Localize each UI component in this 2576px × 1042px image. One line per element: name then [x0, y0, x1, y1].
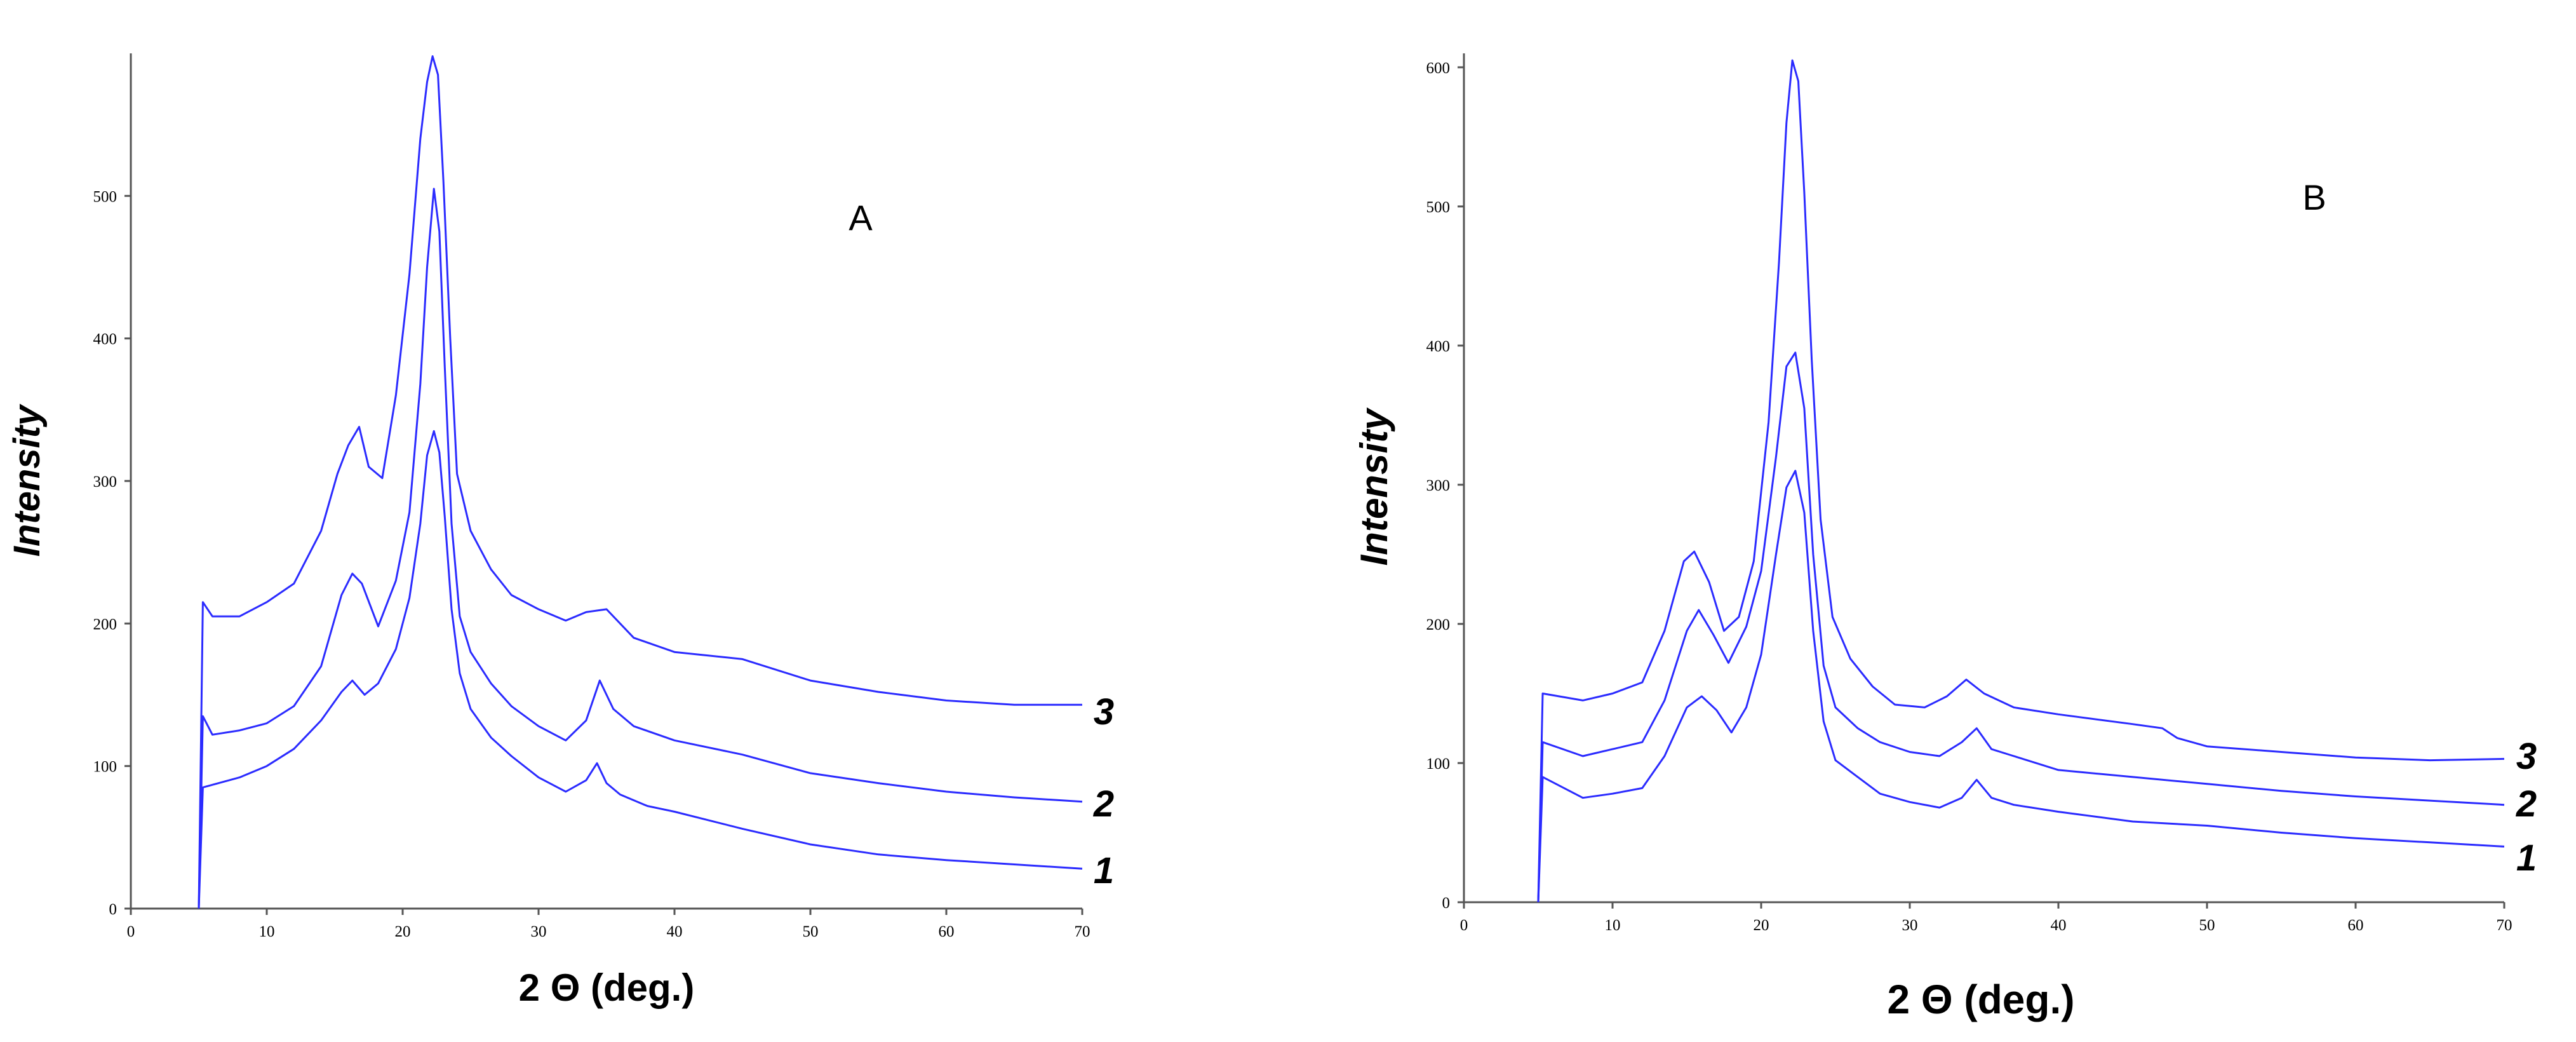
- x-tick-label: 30: [531, 923, 547, 940]
- y-tick-label: 0: [1442, 895, 1451, 912]
- chart-panel-b: 0 10 20 30 40 50 60 70 0 100 200 300 400 500 600 2 Θ (d…: [1353, 53, 2537, 1022]
- y-tick-label: 200: [1426, 616, 1451, 633]
- x-tick-label: 30: [1902, 917, 1918, 934]
- y-tick-label: 0: [109, 901, 117, 918]
- x-tick-label: 10: [1605, 917, 1621, 934]
- series-line-1: [198, 430, 1083, 909]
- series-line-3: [1537, 59, 2505, 903]
- x-tick-label: 50: [2199, 917, 2215, 934]
- panel-label: B: [2302, 177, 2326, 217]
- y-tick-label: 100: [93, 759, 117, 776]
- series-line-3: [198, 55, 1082, 909]
- x-tick-label: 20: [1754, 917, 1769, 934]
- x-axis-title: 2 Θ (deg.): [1887, 977, 2074, 1022]
- x-tick-label: 60: [2348, 917, 2364, 934]
- x-tick-label: 70: [1075, 923, 1090, 940]
- y-tick-label: 500: [1426, 199, 1451, 216]
- x-tick-label: 40: [2051, 917, 2067, 934]
- series-line-1: [1537, 470, 2505, 903]
- x-tick-label: 0: [127, 923, 135, 940]
- series-label-2: 2: [1093, 783, 1114, 825]
- y-tick-label: 400: [93, 331, 117, 348]
- y-tick-label: 200: [93, 616, 117, 633]
- y-tick-label: 500: [93, 188, 117, 205]
- y-axis-title: Intensity: [1353, 407, 1395, 565]
- y-axis-title: Intensity: [6, 403, 48, 557]
- panel-label: A: [849, 198, 873, 238]
- series-line-2: [1537, 351, 2505, 903]
- x-tick-label: 50: [803, 923, 819, 940]
- x-tick-label: 70: [2497, 917, 2512, 934]
- y-tick-label: 300: [1426, 477, 1451, 494]
- series-line-2: [198, 187, 1083, 909]
- x-tick-label: 0: [1460, 917, 1468, 934]
- y-tick-label: 600: [1426, 60, 1451, 77]
- x-tick-label: 20: [395, 923, 411, 940]
- series-label-1: 1: [1094, 850, 1114, 891]
- y-tick-label: 300: [93, 473, 117, 491]
- series-label-2: 2: [2516, 783, 2537, 825]
- y-tick-label: 400: [1426, 338, 1451, 355]
- series-label-3: 3: [1094, 691, 1114, 733]
- x-axis-title: 2 Θ (deg.): [519, 966, 695, 1009]
- y-tick-label: 100: [1426, 755, 1451, 773]
- series-label-1: 1: [2516, 837, 2537, 879]
- chart-panel-a: 0 10 20 30 40 50 60 70 0 100 200 300 400 500 2 Θ (deg.…: [6, 53, 1114, 1009]
- x-tick-label: 40: [667, 923, 683, 940]
- x-tick-label: 10: [259, 923, 275, 940]
- x-tick-label: 60: [939, 923, 955, 940]
- series-label-3: 3: [2516, 736, 2537, 777]
